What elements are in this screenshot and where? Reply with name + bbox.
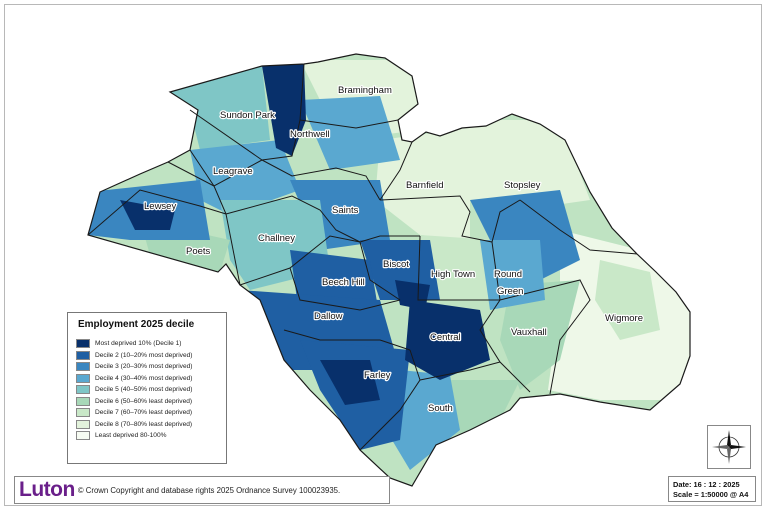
legend-swatch <box>76 396 90 406</box>
legend-swatch <box>76 431 90 441</box>
area-farley-dark <box>320 360 380 405</box>
area-stopsley-blue <box>470 190 580 285</box>
area-sundon-park <box>170 66 270 150</box>
ward-boundary-line <box>359 241 401 301</box>
legend-label: Decile 6 (50–60% least deprived) <box>95 397 193 405</box>
ward-boundary-line <box>499 279 591 395</box>
ward-label-bramingham: Bramingham <box>338 85 392 96</box>
lsoa-fill-layer <box>88 60 690 470</box>
legend-label: Decile 7 (60–70% least deprived) <box>95 409 193 417</box>
ward-label-leagrave: Leagrave <box>213 166 253 177</box>
area-high-town <box>420 235 495 300</box>
luton-logo: Luton <box>19 478 75 501</box>
legend-swatch <box>76 339 90 349</box>
ward-boundary-line <box>167 161 227 215</box>
luton-boundary-outline <box>87 53 691 487</box>
legend-label: Decile 3 (20–30% most deprived) <box>95 363 193 371</box>
map-frame <box>4 4 762 506</box>
legend-items: Most deprived 10% (Decile 1) Decile 2 (10… <box>76 338 218 442</box>
footer-bar: Luton © Crown Copyright and database rig… <box>14 476 390 504</box>
map-legend: Employment 2025 decile Most deprived 10%… <box>67 312 227 464</box>
ward-label-biscot: Biscot <box>383 259 409 270</box>
ward-boundary-line <box>87 189 227 236</box>
ward-boundary-line <box>379 195 521 243</box>
legend-item: Decile 2 (10–20% most deprived) <box>76 350 218 362</box>
ward-boundary-line <box>225 213 241 286</box>
ward-boundary-line <box>283 329 411 351</box>
legend-swatch <box>76 350 90 360</box>
copyright-notice: © Crown Copyright and database rights 20… <box>77 485 341 495</box>
ward-label-northwell: Northwell <box>290 129 330 140</box>
ward-boundary-line <box>289 267 401 311</box>
ward-label-sundon-park: Sundon Park <box>220 110 275 121</box>
legend-swatch <box>76 362 90 372</box>
area-biscot-dark <box>395 280 430 310</box>
legend-swatch <box>76 385 90 395</box>
legend-item: Most deprived 10% (Decile 1) <box>76 338 218 350</box>
legend-label: Decile 2 (10–20% most deprived) <box>95 351 193 359</box>
ward-label-farley: Farley <box>364 370 391 381</box>
legend-label: Most deprived 10% (Decile 1) <box>95 340 182 348</box>
legend-label: Decile 4 (30–40% most deprived) <box>95 374 193 382</box>
area-vauxhall <box>500 280 580 390</box>
legend-label: Decile 8 (70–80% least deprived) <box>95 420 193 428</box>
ward-label-south: South <box>428 403 453 414</box>
ward-boundary-line <box>189 63 305 161</box>
legend-item: Least deprived 80-100% <box>76 430 218 442</box>
ward-boundary-line <box>519 199 638 255</box>
ward-label-stopsley: Stopsley <box>504 180 541 191</box>
ward-label-beech-hill: Beech Hill <box>322 277 365 288</box>
ward-boundary-line <box>379 141 413 201</box>
ward-label-barnfield: Barnfield <box>406 180 444 191</box>
legend-item: Decile 5 (40–50% most deprived) <box>76 384 218 396</box>
ward-label-challney: Challney <box>258 233 295 244</box>
ward-label-dallow: Dallow <box>314 311 343 322</box>
area-wigmore-mid <box>595 260 660 340</box>
ward-label-lewsey: Lewsey <box>144 201 176 212</box>
ward-boundaries <box>87 63 638 451</box>
legend-item: Decile 3 (20–30% most deprived) <box>76 361 218 373</box>
ward-label-high-town: High Town <box>431 269 475 280</box>
map-info-box: Date: 16 : 12 : 2025 Scale = 1:50000 @ A… <box>668 476 756 502</box>
ward-boundary-line <box>261 159 381 201</box>
ward-label-green: Green <box>497 286 523 297</box>
legend-swatch <box>76 408 90 418</box>
area-northwell-east <box>300 96 400 170</box>
north-arrow-compass-icon <box>707 425 751 469</box>
legend-item: Decile 8 (70–80% least deprived) <box>76 419 218 431</box>
ward-boundary-line <box>359 349 421 451</box>
legend-item: Decile 7 (60–70% least deprived) <box>76 407 218 419</box>
ward-label-poets: Poets <box>186 246 211 257</box>
legend-label: Least deprived 80-100% <box>95 432 167 440</box>
area-central-dark <box>405 300 490 380</box>
ward-label-vauxhall: Vauxhall <box>511 327 547 338</box>
ward-boundary-line <box>417 235 440 301</box>
ward-labels: Sundon Park Northwell Bramingham Leagrav… <box>143 84 644 415</box>
ward-boundary-line <box>419 361 501 381</box>
map-date: Date: 16 : 12 : 2025 <box>673 480 740 489</box>
ward-boundary-line <box>225 195 361 243</box>
area-stopsley-north <box>460 120 590 210</box>
ward-boundary-line <box>299 119 399 129</box>
map-scale: Scale = 1:50000 @ A4 <box>673 489 749 499</box>
ward-label-round: Round <box>494 269 522 280</box>
legend-swatch <box>76 419 90 429</box>
area-northwell-dark <box>262 64 306 156</box>
legend-swatch <box>76 373 90 383</box>
legend-label: Decile 5 (40–50% most deprived) <box>95 386 193 394</box>
area-lewsey-dark <box>120 200 175 230</box>
legend-item: Decile 6 (50–60% least deprived) <box>76 396 218 408</box>
ward-boundary-line <box>239 235 420 286</box>
ward-label-wigmore: Wigmore <box>605 313 643 324</box>
legend-item: Decile 4 (30–40% most deprived) <box>76 373 218 385</box>
legend-title: Employment 2025 decile <box>78 319 195 330</box>
ward-label-saints: Saints <box>332 205 359 216</box>
ward-boundary-line <box>479 241 531 393</box>
ward-label-central: Central <box>430 332 461 343</box>
